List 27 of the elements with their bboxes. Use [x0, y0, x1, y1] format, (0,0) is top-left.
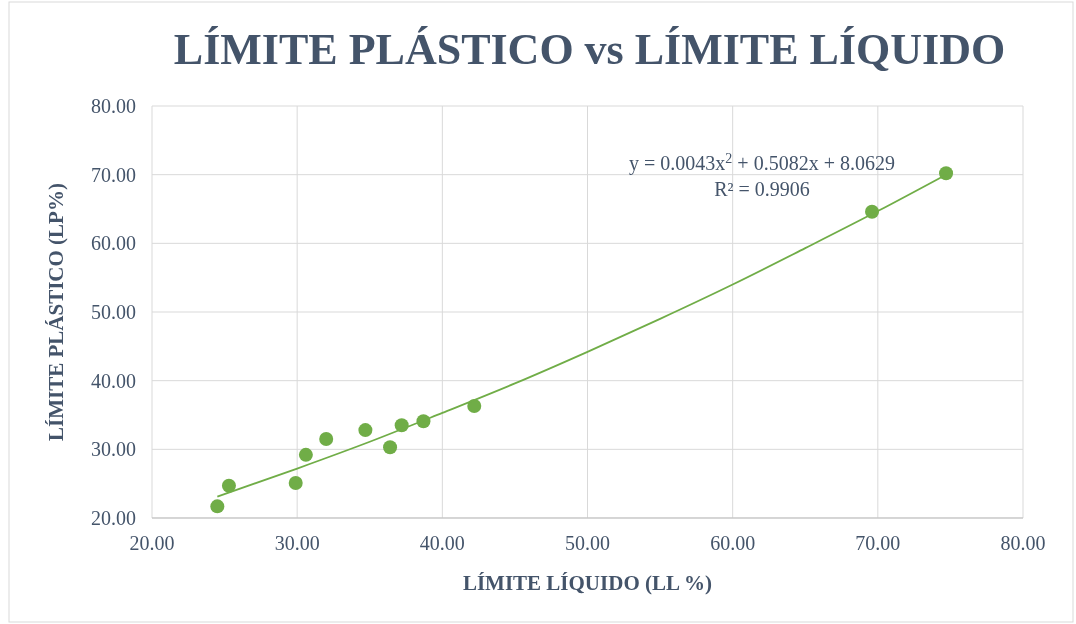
y-tick-label: 60.00: [91, 232, 136, 255]
point: [939, 166, 954, 181]
annotation: R² = 0.9906: [714, 178, 810, 200]
y-tick-label: 70.00: [91, 163, 136, 186]
y-tick-label: 30.00: [91, 438, 136, 461]
point: [288, 475, 303, 490]
x-tick-label: 30.00: [274, 532, 320, 554]
x-axis-title: LÍMITE LÍQUIDO (LL %): [462, 571, 713, 595]
point: [210, 499, 225, 514]
y-tick-label: 50.00: [91, 301, 136, 323]
y-axis-title: LÍMITE PLÁSTICO (LP%): [44, 183, 68, 441]
point: [383, 440, 398, 455]
annotation: y = 0.0043x$^{2}$ + 0.5082x + 8.0629: [629, 150, 895, 175]
x-tick-label: 50.00: [565, 532, 610, 554]
point: [358, 423, 373, 438]
y-tick-label: 40.00: [91, 369, 136, 392]
y-tick-label: 20.00: [91, 507, 136, 529]
x-tick-label: 60.00: [710, 532, 756, 554]
y-tick-label: 80.00: [91, 95, 136, 117]
x-tick-label: 40.00: [419, 532, 465, 554]
point: [221, 478, 236, 493]
x-tick-label: 70.00: [855, 532, 901, 554]
x-tick-label: 20.00: [129, 532, 175, 554]
x-tick-label: 80.00: [1000, 532, 1046, 554]
point: [298, 447, 313, 462]
chart-title: LÍMITE PLÁSTICO vs LÍMITE LÍQUIDO: [173, 25, 1006, 74]
point: [319, 432, 334, 447]
